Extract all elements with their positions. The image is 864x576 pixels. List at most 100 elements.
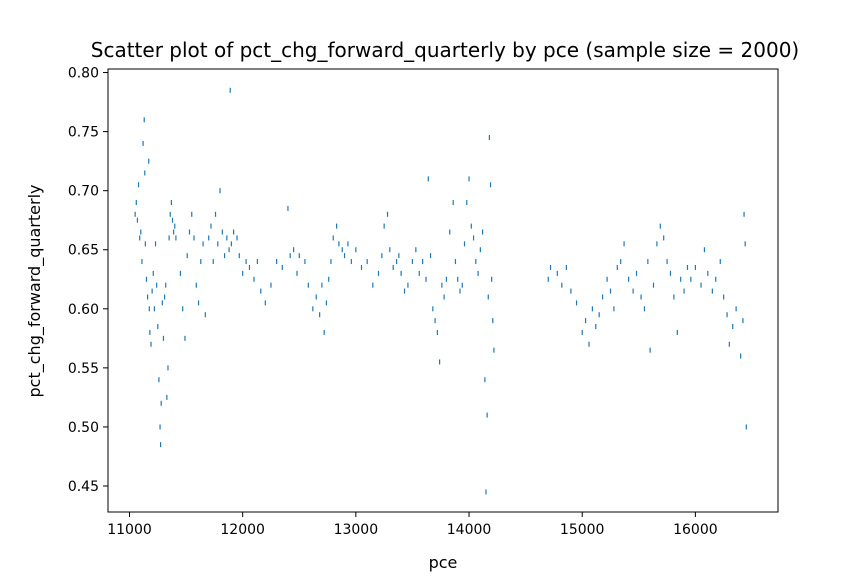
data-point [728, 341, 730, 347]
data-point [156, 282, 158, 288]
data-point [296, 270, 298, 276]
data-point [386, 211, 389, 217]
data-point [325, 300, 328, 306]
data-point [148, 306, 150, 312]
data-point [343, 253, 346, 259]
data-point [264, 300, 266, 306]
data-point [415, 247, 417, 253]
data-point [740, 353, 742, 359]
data-point [620, 259, 622, 265]
data-point [293, 247, 295, 253]
data-point [485, 489, 487, 495]
data-point [167, 365, 169, 371]
data-point [383, 223, 385, 229]
data-point [323, 329, 325, 335]
data-point [366, 259, 368, 265]
data-point [392, 264, 394, 270]
data-point [468, 176, 470, 182]
data-point [449, 229, 451, 235]
data-point [565, 264, 567, 270]
data-point [436, 329, 438, 335]
y-tick-label: 0.50 [68, 420, 99, 436]
data-point [312, 306, 314, 312]
data-point [281, 264, 283, 270]
data-point [735, 306, 737, 312]
data-point [711, 288, 713, 294]
data-point [289, 253, 291, 259]
data-point [457, 276, 459, 282]
data-point [287, 205, 289, 211]
data-point [609, 288, 612, 294]
data-point [459, 288, 461, 294]
x-tick-label: 14000 [447, 522, 492, 538]
data-point [643, 306, 646, 312]
y-tick-label: 0.65 [68, 243, 99, 259]
data-point [663, 235, 665, 241]
data-point [226, 235, 228, 241]
data-point [228, 247, 230, 253]
y-axis-label: pct_chg_forward_quarterly [25, 185, 45, 398]
data-point [151, 288, 153, 294]
data-point [726, 312, 728, 318]
data-point [141, 259, 143, 265]
x-tick-label: 12000 [220, 522, 265, 538]
data-point [489, 182, 492, 188]
data-point [168, 235, 170, 241]
data-point [486, 412, 488, 418]
data-point [347, 241, 349, 247]
data-point [743, 211, 745, 217]
data-point [162, 335, 165, 341]
data-point [195, 282, 197, 288]
data-point [694, 264, 696, 270]
x-tick-label: 15000 [560, 522, 605, 538]
data-point [470, 223, 472, 229]
data-point [635, 270, 638, 276]
data-point [148, 158, 150, 164]
data-point [210, 223, 212, 229]
data-point [613, 306, 615, 312]
data-point [175, 235, 177, 241]
data-point [742, 318, 744, 324]
data-point [238, 253, 240, 259]
data-point [355, 247, 357, 253]
data-point [547, 276, 549, 282]
data-point [616, 264, 618, 270]
data-point [732, 324, 734, 330]
data-point [144, 241, 146, 247]
data-point [319, 312, 321, 318]
data-point [360, 264, 363, 270]
data-point [549, 264, 552, 270]
data-point [256, 259, 258, 265]
data-point [715, 276, 717, 282]
data-point [336, 223, 338, 229]
data-point [165, 282, 167, 288]
data-point [683, 288, 685, 294]
data-point [585, 318, 587, 324]
data-point [145, 276, 148, 282]
data-point [491, 276, 493, 282]
data-point [270, 282, 272, 288]
data-point [219, 188, 221, 194]
data-point [680, 276, 682, 282]
data-point [418, 270, 420, 276]
data-point [173, 229, 175, 235]
data-point [581, 329, 583, 335]
data-point [575, 300, 578, 306]
data-point [588, 341, 590, 347]
data-point [452, 199, 454, 205]
data-point [139, 235, 141, 241]
data-point [669, 270, 672, 276]
y-tick-label: 0.70 [68, 184, 99, 200]
x-tick-label: 13000 [334, 522, 379, 538]
data-point [202, 241, 204, 247]
data-point [193, 235, 195, 241]
data-point [214, 211, 217, 217]
data-point [276, 259, 278, 265]
data-point [463, 241, 466, 247]
data-point [208, 235, 210, 241]
data-point [160, 400, 162, 406]
data-point [174, 223, 176, 229]
data-point [229, 87, 231, 93]
data-point [632, 288, 634, 294]
